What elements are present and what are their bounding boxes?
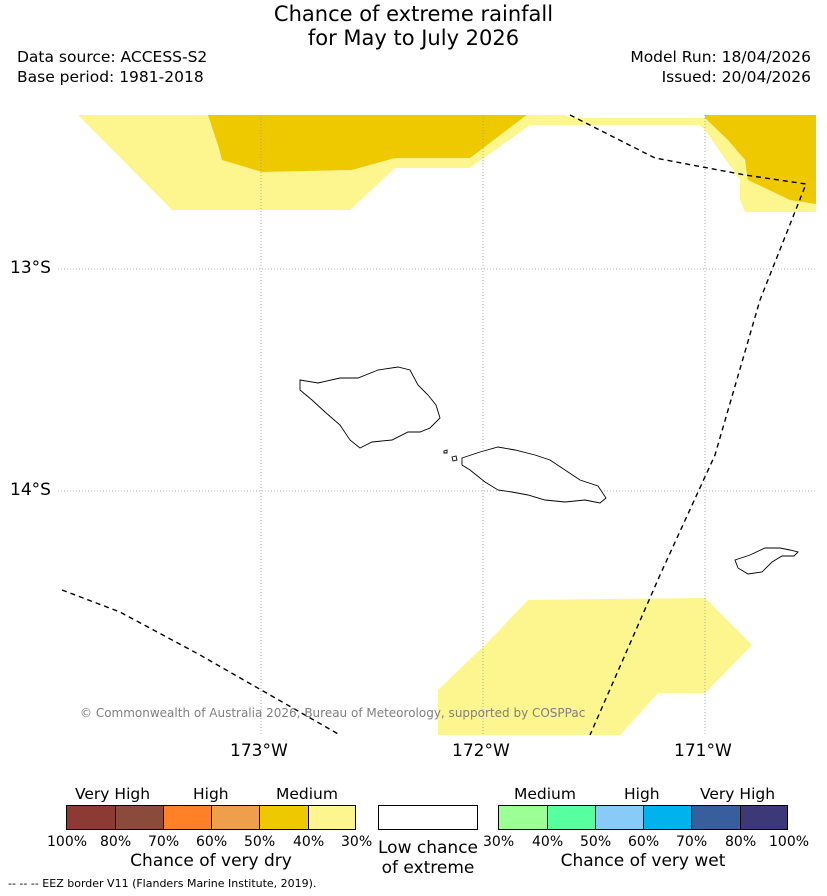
dry-medium-40-50-north [208, 115, 527, 172]
eez-border-east [569, 114, 807, 736]
legend-dry-swatch-0 [66, 805, 115, 830]
legend-wet-swatch-3 [643, 805, 691, 830]
legend-dry-caption: Chance of very dry [130, 851, 292, 871]
island-manono [451, 455, 458, 462]
legend-wet-very-high: Very High [700, 785, 776, 803]
island-apolima [443, 449, 448, 454]
legend-low-swatch [378, 805, 478, 830]
legend-dry-tick-1: 80% [100, 834, 132, 850]
legend-wet-tick-6: 100% [769, 834, 810, 850]
island-upolu [461, 446, 607, 504]
legend-dry-swatch-5 [308, 805, 356, 830]
land [299, 366, 799, 575]
island-tutuila [734, 547, 799, 575]
lon-label-171w: 171°W [674, 741, 732, 761]
island-savaii [299, 366, 441, 449]
legend-wet-tick-0: 30% [483, 834, 515, 850]
title-line-2: for May to July 2026 [307, 26, 520, 50]
meta-right: Model Run: 18/04/2026 Issued: 20/04/2026 [630, 47, 811, 87]
lat-label-13s: 13°S [10, 258, 51, 278]
legend-wet-caption: Chance of very wet [560, 851, 726, 871]
legend-wet-tick-2: 50% [580, 834, 612, 850]
legend-dry-tick-6: 30% [341, 834, 373, 850]
dry-medium-30-40-south [438, 598, 752, 735]
data-source: Data source: ACCESS-S2 [17, 48, 208, 66]
model-run: Model Run: 18/04/2026 [630, 48, 811, 66]
legend-dry-tick-2: 70% [148, 834, 180, 850]
legend-dry-tick-4: 50% [244, 834, 276, 850]
legend-wet-swatch-4 [691, 805, 740, 830]
copyright-notice: © Commonwealth of Australia 2026, Bureau… [80, 706, 586, 720]
dry-medium-40-50-northeast [705, 115, 816, 204]
legend-dry-swatch-4 [259, 805, 308, 830]
base-period: Base period: 1981-2018 [17, 68, 204, 86]
legend-dry-tick-5: 40% [293, 834, 325, 850]
legend-dry-swatch-3 [211, 805, 259, 830]
legend-wet-tick-5: 80% [725, 834, 757, 850]
dry-medium-30-40-north-west [78, 115, 816, 212]
legend-dry-tick-0: 100% [47, 834, 88, 850]
legend-wet-swatch-2 [595, 805, 643, 830]
legend-wet-swatch-1 [547, 805, 595, 830]
graticule [58, 115, 816, 735]
legend-low-caption-line-1: Low chance [378, 838, 478, 858]
legend-dry-swatch-1 [115, 805, 163, 830]
legend-dry-swatch-2 [163, 805, 211, 830]
legend-wet-tick-1: 40% [532, 834, 564, 850]
legend-low-caption: Low chance of extreme [368, 838, 488, 878]
legend-low-caption-line-2: of extreme [381, 858, 475, 878]
legend-dry-very-high: Very High [75, 785, 151, 803]
legend-wet-swatch-5 [740, 805, 788, 830]
legend-dry-high: High [193, 785, 229, 803]
legend-dry-medium: Medium [276, 785, 338, 803]
lon-label-172w: 172°W [452, 741, 510, 761]
legend-wet-tick-4: 70% [676, 834, 708, 850]
legend-dry-tick-3: 60% [196, 834, 228, 850]
lat-label-14s: 14°S [10, 480, 51, 500]
legend-wet-medium: Medium [514, 785, 576, 803]
eez-border [61, 114, 807, 736]
title-line-1: Chance of extreme rainfall [273, 2, 554, 26]
legend-wet-swatch-0 [498, 805, 547, 830]
eez-footnote: -- -- -- EEZ border V11 (Flanders Marine… [8, 877, 317, 890]
map-title: Chance of extreme rainfall for May to Ju… [0, 2, 827, 50]
legend-wet-high: High [624, 785, 660, 803]
lon-label-173w: 173°W [230, 741, 288, 761]
issued-date: Issued: 20/04/2026 [661, 68, 811, 86]
meta-left: Data source: ACCESS-S2 Base period: 1981… [17, 47, 207, 87]
legend-wet-tick-3: 60% [628, 834, 660, 850]
